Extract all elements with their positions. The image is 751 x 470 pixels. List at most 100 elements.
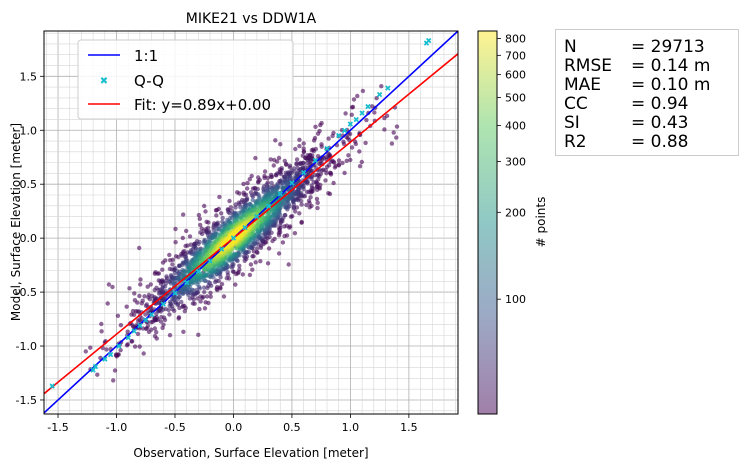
stat-value: = 0.94 xyxy=(631,94,689,114)
density-point xyxy=(135,300,140,305)
density-point xyxy=(265,175,270,181)
density-point xyxy=(220,215,225,221)
density-point xyxy=(221,294,227,299)
density-point xyxy=(195,296,200,301)
legend: 1:1 ✖ Q-Q Fit: y=0.89x+0.00 xyxy=(77,39,294,120)
density-point xyxy=(196,241,201,247)
qq-point: ✖ xyxy=(230,234,237,243)
qq-point: ✖ xyxy=(277,190,284,199)
density-point xyxy=(182,309,187,314)
x-tick-label: 1.5 xyxy=(400,421,418,434)
density-point xyxy=(112,368,118,373)
density-point xyxy=(140,326,146,331)
density-point xyxy=(297,143,302,149)
density-point xyxy=(176,254,181,260)
density-point xyxy=(286,262,291,267)
statistics-box: N = 29713 RMSE = 0.14 m MAE = 0.10 m CC … xyxy=(555,29,739,156)
density-point xyxy=(343,111,348,116)
density-point xyxy=(230,269,236,274)
density-point xyxy=(265,261,271,266)
density-point xyxy=(138,277,143,282)
density-point xyxy=(394,124,400,129)
density-point xyxy=(319,144,324,149)
density-point xyxy=(255,186,260,192)
density-point xyxy=(271,163,276,168)
density-point xyxy=(262,175,267,181)
density-point xyxy=(340,160,345,166)
density-point xyxy=(202,289,207,295)
density-point xyxy=(299,202,304,207)
qq-point: ✖ xyxy=(265,202,272,211)
density-point xyxy=(249,173,254,179)
density-point xyxy=(152,334,158,339)
density-point xyxy=(326,191,331,196)
density-point xyxy=(197,306,202,312)
density-point xyxy=(187,234,193,239)
density-point xyxy=(283,162,289,167)
qq-point: ✖ xyxy=(384,84,391,93)
density-point xyxy=(244,197,250,203)
y-tick-label: 0.0 xyxy=(20,232,38,245)
density-point xyxy=(137,344,142,349)
density-point xyxy=(301,149,307,154)
stat-name: MAE xyxy=(564,75,602,95)
density-point xyxy=(250,194,256,199)
density-point xyxy=(194,287,199,293)
density-point xyxy=(352,139,358,144)
density-point xyxy=(116,352,121,357)
x-tick-label: -1.5 xyxy=(47,421,68,434)
density-point xyxy=(332,165,338,170)
x-tick-label: -1.0 xyxy=(106,421,127,434)
density-point xyxy=(318,122,323,128)
density-point xyxy=(139,301,144,306)
density-point xyxy=(214,278,219,283)
density-point xyxy=(240,272,245,277)
qq-point: ✖ xyxy=(289,179,296,188)
density-point xyxy=(241,181,246,187)
density-point xyxy=(389,141,395,146)
density-point xyxy=(162,284,168,289)
density-point xyxy=(145,319,150,325)
density-point xyxy=(269,174,274,180)
density-point xyxy=(348,157,353,163)
density-point xyxy=(278,142,283,147)
stat-name: R2 xyxy=(564,132,587,152)
qq-point: ✖ xyxy=(92,363,99,372)
density-point xyxy=(214,213,219,218)
colorbar-label: # points xyxy=(534,197,548,248)
density-point xyxy=(280,240,286,245)
colorbar-ticks: 100 200 300 400 500 600 700 800 xyxy=(497,33,526,306)
density-point xyxy=(154,330,159,335)
legend-label-qq: Q-Q xyxy=(134,72,164,90)
density-point xyxy=(304,189,310,195)
qq-point: ✖ xyxy=(131,327,138,336)
density-point xyxy=(196,212,202,218)
density-point xyxy=(274,173,279,178)
density-point xyxy=(132,344,138,349)
density-point xyxy=(336,134,341,139)
density-point xyxy=(247,272,253,278)
density-point xyxy=(104,347,109,352)
stat-value: = 0.43 xyxy=(631,113,689,133)
density-point xyxy=(309,183,314,188)
density-point xyxy=(357,149,362,154)
qq-point: ✖ xyxy=(137,322,144,331)
density-point xyxy=(232,251,237,257)
density-point xyxy=(167,312,172,317)
density-point xyxy=(298,161,304,167)
density-point xyxy=(245,180,250,186)
density-point xyxy=(312,135,318,141)
density-point xyxy=(336,158,342,163)
qq-point: ✖ xyxy=(195,268,202,277)
density-point xyxy=(170,262,175,267)
density-point xyxy=(351,97,357,102)
density-point xyxy=(180,303,186,308)
density-point xyxy=(254,249,260,255)
y-tick-label: 0.5 xyxy=(20,178,38,191)
density-point xyxy=(294,157,300,162)
density-point xyxy=(369,104,375,109)
x-axis: -1.5 -1.0 -0.5 0.0 0.5 1.0 1.5 xyxy=(47,414,418,434)
x-tick-label: 1.0 xyxy=(342,421,360,434)
stat-name: SI xyxy=(564,113,580,133)
qq-point: ✖ xyxy=(359,109,366,118)
